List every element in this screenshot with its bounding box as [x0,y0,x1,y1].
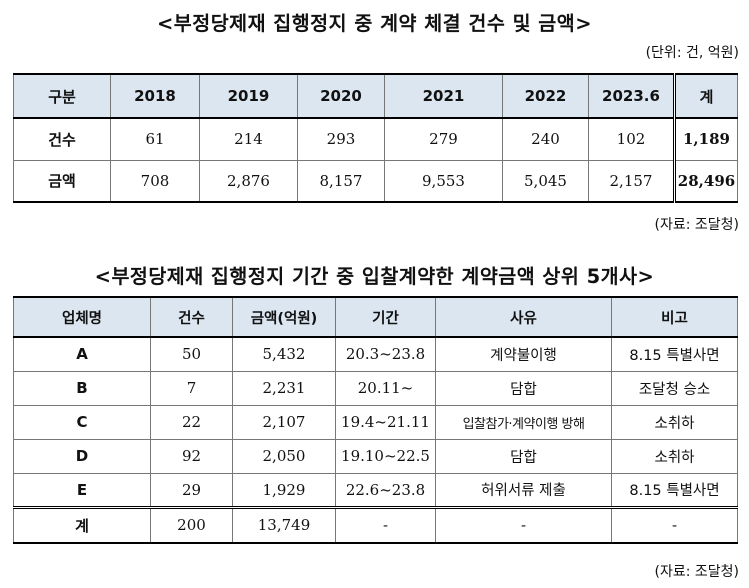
period-cell: - [335,505,436,544]
count-cell: 92 [150,438,233,474]
count-cell: 200 [150,505,233,544]
table-cell: 5,045 [502,159,589,203]
table-cell: 2,876 [199,159,298,203]
table-row: 건수 61 214 293 279 240 102 1,189 [13,117,738,161]
row-label: 금액 [13,159,111,203]
table-cell: 61 [110,117,200,161]
header-cell: 구분 [13,73,111,119]
total-cell: 28,496 [673,159,738,203]
period-cell: 19.4~21.11 [335,404,436,440]
total-row: 계 200 13,749 - - - [13,505,738,544]
total-cell: 1,189 [673,117,738,161]
amount-cell: 2,107 [232,404,336,440]
header-cell: 2018 [110,73,200,119]
table-cell: 240 [502,117,589,161]
amount-cell: 2,231 [232,370,336,406]
table-header-row: 구분 2018 2019 2020 2021 2022 2023.6 계 [13,73,738,119]
table-cell: 293 [297,117,385,161]
table-row: D 92 2,050 19.10~22.5 담합 소취하 [13,438,738,474]
reason-cell: - [435,505,612,544]
table-row: C 22 2,107 19.4~21.11 입찰참가·계약이행 방해 소취하 [13,404,738,440]
note-cell: 소취하 [611,438,738,474]
table-cell: 102 [588,117,675,161]
company-name: A [13,336,151,372]
amount-cell: 2,050 [232,438,336,474]
count-cell: 7 [150,370,233,406]
company-name: D [13,438,151,474]
note-cell: - [611,505,738,544]
note-cell: 8.15 특별사면 [611,472,738,508]
table1-title: <부정당제재 집행정지 중 계약 체결 건수 및 금액> [156,12,593,35]
period-cell: 19.10~22.5 [335,438,436,474]
table-row: B 7 2,231 20.11~ 담합 조달청 승소 [13,370,738,406]
note-cell: 조달청 승소 [611,370,738,406]
count-cell: 22 [150,404,233,440]
header-cell: 2022 [502,73,589,119]
note-cell: 8.15 특별사면 [611,336,738,372]
amount-cell: 13,749 [232,505,336,544]
period-cell: 22.6~23.8 [335,472,436,508]
count-cell: 50 [150,336,233,372]
table-row: 금액 708 2,876 8,157 9,553 5,045 2,157 28,… [13,159,738,203]
header-cell: 금액(억원) [232,296,336,338]
table-cell: 9,553 [384,159,503,203]
reason-cell: 담합 [435,370,612,406]
top5-companies-table: 업체명 건수 금액(억원) 기간 사유 비고 A 50 5,432 20.3~2… [13,296,738,544]
table1-source: (자료: 조달청) [654,217,740,233]
header-cell: 2023.6 [588,73,675,119]
period-cell: 20.3~23.8 [335,336,436,372]
header-cell: 업체명 [13,296,151,338]
table-cell: 214 [199,117,298,161]
header-cell: 사유 [435,296,612,338]
header-cell: 2020 [297,73,385,119]
header-cell: 계 [673,73,738,119]
table-cell: 708 [110,159,200,203]
table-cell: 2,157 [588,159,675,203]
total-label: 계 [13,505,151,544]
table2-source: (자료: 조달청) [654,564,740,580]
header-cell: 건수 [150,296,233,338]
header-cell: 기간 [335,296,436,338]
reason-cell: 담합 [435,438,612,474]
table-row: E 29 1,929 22.6~23.8 허위서류 제출 8.15 특별사면 [13,472,738,508]
header-cell: 2021 [384,73,503,119]
company-name: B [13,370,151,406]
note-cell: 소취하 [611,404,738,440]
period-cell: 20.11~ [335,370,436,406]
table1-unit-note: (단위: 건, 억원) [645,45,739,61]
amount-cell: 5,432 [232,336,336,372]
contract-count-amount-table: 구분 2018 2019 2020 2021 2022 2023.6 계 건수 … [13,73,738,203]
row-label: 건수 [13,117,111,161]
header-cell: 비고 [611,296,738,338]
company-name: C [13,404,151,440]
table-cell: 8,157 [297,159,385,203]
table-header-row: 업체명 건수 금액(억원) 기간 사유 비고 [13,296,738,338]
company-name: E [13,472,151,508]
table-cell: 279 [384,117,503,161]
table-row: A 50 5,432 20.3~23.8 계약불이행 8.15 특별사면 [13,336,738,372]
table2-title: <부정당제재 집행정지 기간 중 입찰계약한 계약금액 상위 5개사> [94,265,655,288]
count-cell: 29 [150,472,233,508]
reason-cell: 입찰참가·계약이행 방해 [435,404,612,440]
header-cell: 2019 [199,73,298,119]
amount-cell: 1,929 [232,472,336,508]
reason-cell: 계약불이행 [435,336,612,372]
reason-cell: 허위서류 제출 [435,472,612,508]
